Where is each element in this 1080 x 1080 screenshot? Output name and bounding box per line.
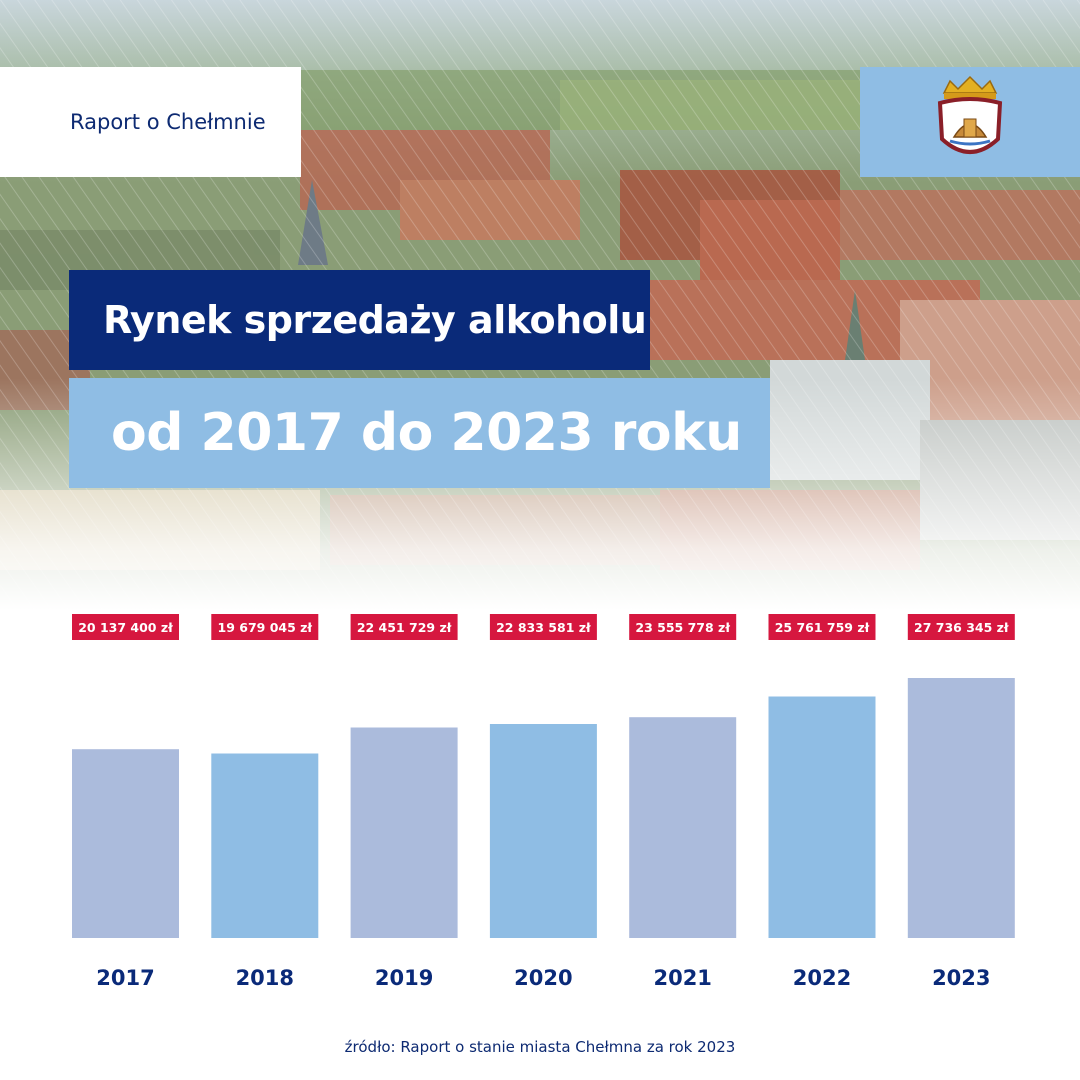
value-label-bg-2023 <box>907 614 1015 640</box>
source-note: źródło: Raport o stanie miasta Chełmna z… <box>344 1038 736 1056</box>
x-tick-label-2020: 2020 <box>514 966 572 990</box>
x-tick-label-2022: 2022 <box>793 966 851 990</box>
value-label-bg-2017 <box>72 614 179 640</box>
title-line-1: Rynek sprzedaży alkoholu <box>103 298 647 342</box>
bar-2022 <box>768 696 876 938</box>
crest-badge <box>860 67 1080 177</box>
bar-2020 <box>489 724 597 938</box>
x-tick-label-2023: 2023 <box>932 966 990 990</box>
bar-2019 <box>350 727 458 938</box>
title-primary: Rynek sprzedaży alkoholu <box>69 270 650 370</box>
city-coat-of-arms-icon <box>937 75 1003 154</box>
value-label-bg-2021 <box>629 614 737 640</box>
value-label-2019: 22 451 729 zł <box>357 620 452 635</box>
value-label-bg-2018 <box>211 614 319 640</box>
value-label-2021: 23 555 778 zł <box>635 620 730 635</box>
x-tick-label-2021: 2021 <box>653 966 711 990</box>
x-tick-label-2018: 2018 <box>236 966 294 990</box>
brand-badge: Raport o Chełmnie <box>0 67 301 177</box>
bar-2021 <box>629 717 737 938</box>
x-tick-label-2019: 2019 <box>375 966 433 990</box>
value-label-2017: 20 137 400 zł <box>78 620 173 635</box>
bar-2018 <box>211 753 319 938</box>
value-label-2023: 27 736 345 zł <box>914 620 1009 635</box>
value-label-2020: 22 833 581 zł <box>496 620 591 635</box>
title-secondary: od 2017 do 2023 roku <box>69 378 770 488</box>
value-label-bg-2019 <box>350 614 458 640</box>
bar-chart: 20 137 400 zł 2017 19 679 045 zł 2018 22 451… <box>72 614 1015 990</box>
value-label-2022: 25 761 759 zł <box>775 620 870 635</box>
x-tick-label-2017: 2017 <box>96 966 154 990</box>
value-label-bg-2022 <box>768 614 876 640</box>
title-line-2: od 2017 do 2023 roku <box>111 403 742 463</box>
value-label-2018: 19 679 045 zł <box>218 620 313 635</box>
bar-2017 <box>72 749 179 938</box>
brand-label: Raport o Chełmnie <box>70 110 266 134</box>
bar-2023 <box>907 678 1015 938</box>
value-label-bg-2020 <box>489 614 597 640</box>
